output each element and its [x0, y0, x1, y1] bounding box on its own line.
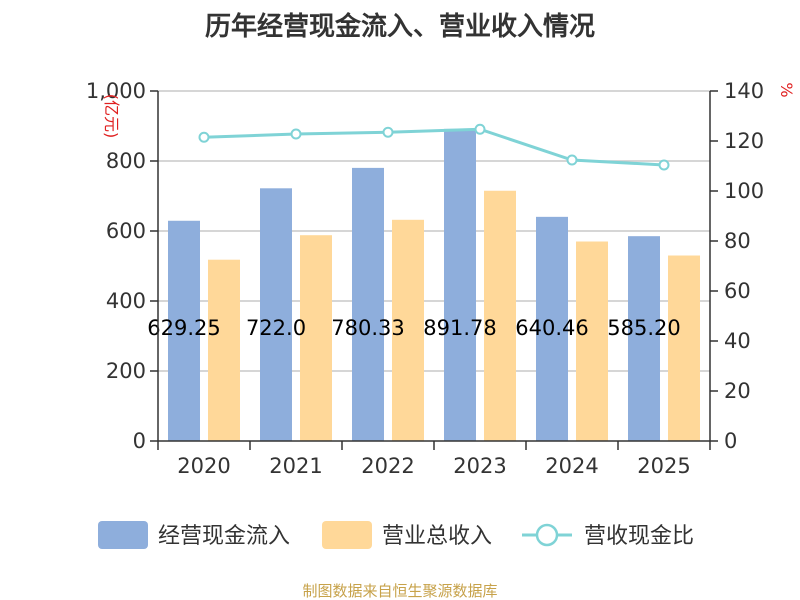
x-tick-label-2025: 2025 — [637, 454, 690, 478]
bar-revenue-2023 — [484, 190, 516, 441]
y-left-unit: (亿元) — [102, 94, 121, 139]
axes: 0 200 400 600 800 1,000 0 20 40 60 80 100 120 140 2020… — [86, 79, 764, 478]
legend-swatch-revenue — [322, 521, 372, 549]
point-ratio-2023 — [474, 123, 486, 135]
y-right-tick-label-2: 40 — [724, 329, 751, 353]
legend-label-ratio: 营收现金比 — [584, 524, 694, 549]
legend-swatch-cash-in — [98, 521, 148, 549]
bar-revenue-2021 — [300, 235, 332, 441]
legend-label-revenue: 营业总收入 — [382, 524, 492, 549]
y-left-tick-label-2: 400 — [106, 289, 146, 313]
point-ratio-2025 — [658, 159, 670, 171]
point-ratio-2022 — [382, 126, 394, 138]
point-ratio-2024 — [566, 154, 578, 166]
bar-revenue-2025 — [668, 255, 700, 441]
y-right-tick-label-1: 20 — [724, 379, 751, 403]
point-ratio-2021 — [290, 128, 302, 140]
y-left-tick-label-0: 0 — [133, 429, 146, 453]
y-right-tick-label-7: 140 — [724, 79, 764, 103]
data-label-cash-in-2025: 585.20 — [607, 316, 680, 340]
y-left-tick-label-5: 1,000 — [86, 79, 146, 103]
bar-cash-in-2020 — [168, 220, 200, 441]
bar-revenue-2020 — [208, 259, 240, 441]
bar-cash-in-2023 — [444, 128, 476, 441]
x-tick-label-2021: 2021 — [269, 454, 322, 478]
point-ratio-2020 — [198, 131, 210, 143]
bar-cash-in-2022 — [352, 167, 384, 441]
data-labels: 629.25 722.0 780.33 891.78 640.46 585.20 — [147, 316, 680, 340]
x-tick-label-2020: 2020 — [177, 454, 230, 478]
legend: 经营现金流入 营业总收入 营收现金比 — [98, 521, 694, 549]
y-left-tick-label-3: 600 — [106, 219, 146, 243]
bar-cash-in-2024 — [536, 216, 568, 441]
y-left-tick-label-4: 800 — [106, 149, 146, 173]
y-left-tick-label-1: 200 — [106, 359, 146, 383]
data-label-cash-in-2020: 629.25 — [147, 316, 220, 340]
bar-revenue-2022 — [392, 219, 424, 441]
bar-revenue-2024 — [576, 241, 608, 441]
legend-label-cash-in: 经营现金流入 — [158, 524, 290, 549]
y-right-unit: % — [777, 82, 796, 97]
line-ratio — [203, 127, 665, 167]
x-tick-label-2023: 2023 — [453, 454, 506, 478]
data-label-cash-in-2022: 780.33 — [331, 316, 404, 340]
y-right-tick-label-3: 60 — [724, 279, 751, 303]
bar-series — [168, 128, 700, 441]
data-label-cash-in-2021: 722.0 — [246, 316, 306, 340]
legend-swatch-ratio-marker — [535, 523, 559, 547]
source-note: 制图数据来自恒生聚源数据库 — [302, 582, 497, 600]
x-tick-label-2022: 2022 — [361, 454, 414, 478]
line-series — [198, 123, 670, 171]
data-label-cash-in-2024: 640.46 — [515, 316, 588, 340]
y-right-tick-label-5: 100 — [724, 179, 764, 203]
y-right-tick-label-0: 0 — [724, 429, 737, 453]
x-tick-label-2024: 2024 — [545, 454, 598, 478]
y-right-tick-label-4: 80 — [724, 229, 751, 253]
bar-cash-in-2025 — [628, 236, 660, 441]
bar-cash-in-2021 — [260, 188, 292, 441]
y-right-tick-label-6: 120 — [724, 129, 764, 153]
data-label-cash-in-2023: 891.78 — [423, 316, 496, 340]
chart-title: 历年经营现金流入、营业收入情况 — [205, 11, 595, 42]
